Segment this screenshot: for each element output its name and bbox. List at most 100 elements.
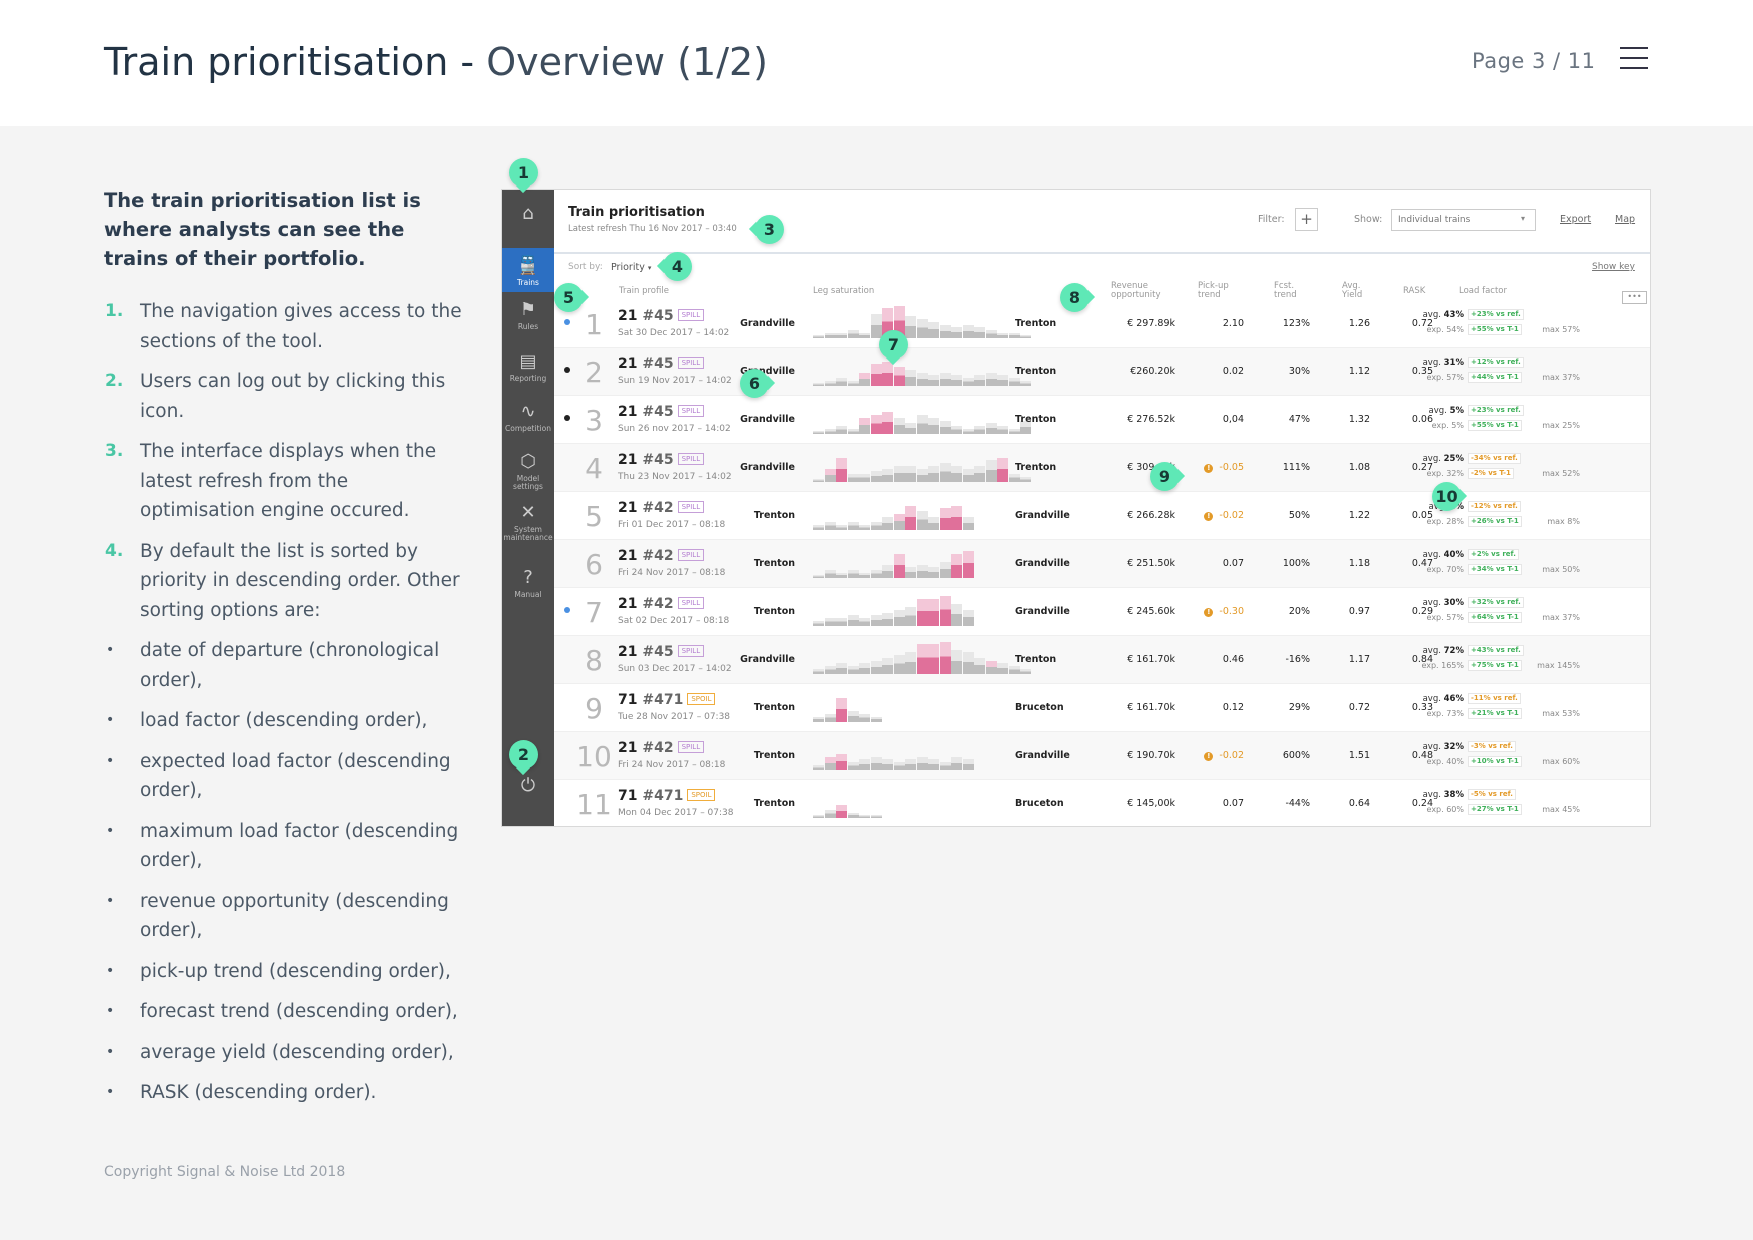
leg-bar	[893, 513, 905, 530]
bullet-icon: •	[106, 712, 115, 728]
sidebar-item-competition[interactable]: ∿ Competition	[502, 402, 554, 433]
sidebar-item-label: Reporting	[509, 374, 547, 383]
leg-saturation-chart	[813, 352, 1031, 386]
show-select[interactable]: Individual trains ▾	[1391, 209, 1536, 231]
destination-station: Grandville	[1015, 558, 1070, 569]
train-id: #471	[642, 788, 684, 804]
avg-prefix: avg.	[1422, 550, 1441, 560]
sidebar-item-model-settings[interactable]: ⬡ Model settings	[502, 452, 554, 491]
leg-bar	[905, 652, 916, 674]
rask-value: 0.06	[1411, 414, 1433, 425]
train-id: #42	[642, 548, 674, 564]
col-fcst-trend[interactable]: Fcst. trend	[1274, 281, 1297, 300]
departure-date: Sun 26 nov 2017 – 14:02	[618, 424, 731, 434]
leg-bar	[847, 329, 859, 338]
average-yield: 1.08	[1348, 462, 1370, 473]
col-revenue-opportunity[interactable]: Revenue opportunity	[1111, 281, 1161, 300]
leg-bar	[893, 553, 905, 578]
average-yield: 1.32	[1348, 414, 1370, 425]
col-pickup-trend[interactable]: Pick-up trend	[1198, 281, 1229, 300]
add-filter-button[interactable]: +	[1295, 208, 1318, 231]
leg-bar	[847, 569, 859, 578]
avg-prefix: avg.	[1422, 358, 1441, 368]
leg-bar	[939, 372, 951, 386]
origin-station: Trenton	[753, 702, 795, 713]
leg-bar	[951, 375, 962, 386]
table-row[interactable]: 5 21 #42 SPILL Fri 01 Dec 2017 – 08:18 Trent…	[554, 492, 1650, 540]
col-leg-saturation[interactable]: Leg saturation	[813, 286, 875, 296]
sidebar-item-trains[interactable]: 🚆 Trains	[502, 248, 554, 292]
table-row[interactable]: 2 21 #45 SPILL Sun 19 Nov 2017 – 14:02 Grand…	[554, 348, 1650, 396]
destination-station: Trenton	[1015, 654, 1057, 665]
avg-value: 32%	[1443, 742, 1464, 752]
table-row[interactable]: 4 21 #45 SPILL Thu 23 Nov 2017 – 14:02 Grand…	[554, 444, 1650, 492]
warning-icon: !	[1204, 512, 1214, 521]
leg-bar	[928, 375, 939, 386]
table-row[interactable]: 6 21 #42 SPILL Fri 24 Nov 2017 – 08:18 Trent…	[554, 540, 1650, 588]
bullet-icon: •	[106, 1043, 115, 1060]
revenue-opportunity: € 145,00k	[1127, 798, 1175, 809]
title-sub: Overview (1/2)	[486, 40, 768, 84]
show-key-link[interactable]: Show key	[1592, 262, 1635, 272]
sidebar-item-rules[interactable]: ⚑ Rules	[502, 300, 554, 331]
leg-bar	[974, 425, 985, 434]
table-row[interactable]: 9 71 #471 SPOIL Tue 28 Nov 2017 – 07:38 Tren…	[554, 684, 1650, 732]
leg-bar	[870, 815, 882, 818]
more-options-button[interactable]: •••	[1622, 291, 1647, 304]
export-link[interactable]: Export	[1560, 214, 1592, 225]
bullet-icon: •	[106, 892, 115, 909]
table-row[interactable]: 7 21 #42 SPILL Sat 02 Dec 2017 – 08:18 Trent…	[554, 588, 1650, 636]
col-train-profile[interactable]: Train profile	[619, 286, 669, 296]
leg-bar	[905, 423, 916, 434]
leg-bar	[882, 308, 893, 338]
hamburger-menu-icon[interactable]	[1620, 46, 1648, 70]
leg-bar	[962, 652, 974, 674]
leg-saturation-chart	[813, 400, 1031, 434]
avg-value: 31%	[1443, 358, 1464, 368]
rask-value: 0.05	[1411, 510, 1433, 521]
origin-station: Trenton	[753, 606, 795, 617]
sidebar-item-power[interactable]: ⏻	[502, 776, 554, 799]
sort-dropdown[interactable]: Priority ▾	[611, 262, 651, 273]
departure-date: Fri 01 Dec 2017 – 08:18	[618, 520, 726, 530]
table-row[interactable]: 8 21 #45 SPILL Sun 03 Dec 2017 – 14:02 Grand…	[554, 636, 1650, 684]
t1-delta-badge: +10% vs T-1	[1468, 756, 1522, 767]
leg-bar	[836, 457, 847, 482]
train-num: 21	[618, 404, 638, 420]
rank-number: 1	[585, 308, 603, 341]
leg-bar	[859, 713, 870, 722]
leg-bar	[836, 617, 847, 626]
origin-station: Grandville	[740, 318, 795, 329]
leg-bar	[997, 425, 1008, 434]
pickup-trend: 2.10	[1171, 318, 1244, 329]
col-rask[interactable]: RASK	[1403, 286, 1426, 296]
leg-bar	[1020, 335, 1031, 338]
leg-bar	[928, 644, 939, 674]
sidebar-item-reporting[interactable]: ▤ Reporting	[502, 352, 554, 383]
leg-bar	[951, 756, 962, 770]
table-row[interactable]: 3 21 #45 SPILL Sun 26 nov 2017 – 14:02 Grand…	[554, 396, 1650, 444]
t1-delta-badge: +55% vs T-1	[1468, 324, 1522, 335]
leg-bar	[882, 516, 893, 530]
revenue-opportunity: € 309.07k	[1127, 462, 1175, 473]
reporting-icon: ▤	[519, 351, 537, 372]
map-link[interactable]: Map	[1615, 214, 1636, 225]
table-row[interactable]: 1 21 #45 SPILL Sat 30 Dec 2017 – 14:02 Grand…	[554, 300, 1650, 348]
table-row[interactable]: 10 21 #42 SPILL Fri 24 Nov 2017 – 08:18 Tren…	[554, 732, 1650, 780]
status-badge: SPILL	[677, 549, 705, 561]
leg-bar	[985, 460, 997, 482]
avg-prefix: avg.	[1422, 598, 1441, 608]
table-row[interactable]: 11 71 #471 SPOIL Mon 04 Dec 2017 – 07:38 Tre…	[554, 780, 1650, 826]
departure-date: Sun 19 Nov 2017 – 14:02	[618, 376, 732, 386]
leg-bar	[997, 375, 1008, 386]
col-avg-yield[interactable]: Avg. Yield	[1342, 281, 1363, 300]
sidebar-item-system-maintenance[interactable]: ✕ System maintenance	[502, 503, 554, 542]
ref-delta-badge: +23% vs ref.	[1468, 405, 1524, 416]
pickup-value: 0.02	[1222, 366, 1244, 377]
sidebar-item-manual[interactable]: ? Manual	[502, 568, 554, 599]
sidebar-item-home[interactable]: ⌂	[502, 204, 554, 227]
bullet-icon: •	[106, 962, 115, 979]
col-load-factor[interactable]: Load factor	[1459, 286, 1507, 296]
leg-bar	[939, 420, 951, 434]
forecast-trend: -44%	[1285, 798, 1310, 809]
